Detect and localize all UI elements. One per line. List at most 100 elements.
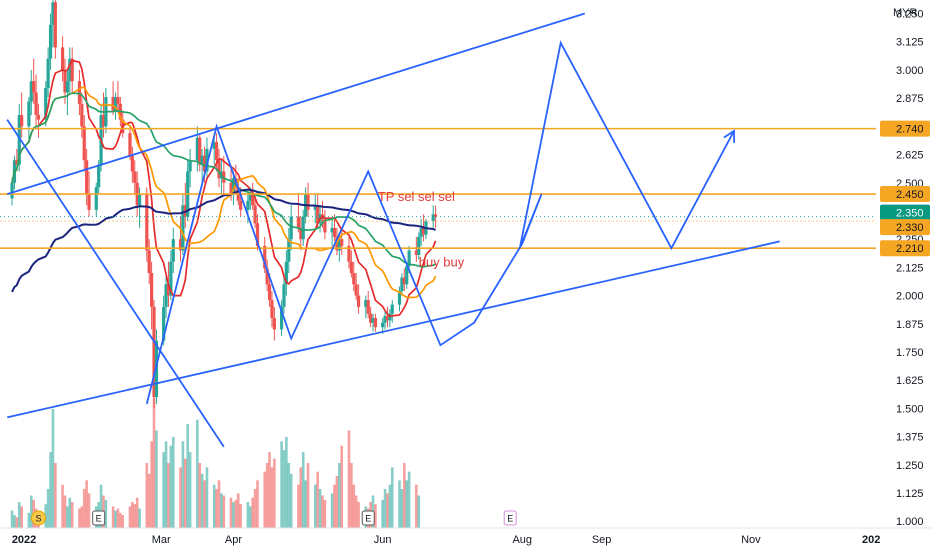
volume-bar xyxy=(138,508,141,528)
earnings-marker-label: E xyxy=(507,514,513,524)
candle xyxy=(205,137,209,179)
volume-bar xyxy=(282,450,286,528)
volume-bar xyxy=(323,499,327,528)
candle xyxy=(53,0,57,59)
level-price-tag: 2.330 xyxy=(880,219,930,236)
time-tick-label: Apr xyxy=(225,534,242,546)
candle-body xyxy=(198,137,202,165)
candle-body xyxy=(113,97,118,111)
volume-bar xyxy=(179,467,182,528)
volume-bar xyxy=(121,515,125,528)
volume-bar xyxy=(131,502,134,528)
moving-average-line xyxy=(11,86,437,299)
candle xyxy=(133,160,137,195)
candle xyxy=(419,218,423,246)
moving-average-line xyxy=(11,59,437,317)
candle-body xyxy=(214,142,219,161)
candle xyxy=(388,309,392,328)
earnings-marker-badge xyxy=(361,510,375,526)
candle-body xyxy=(421,227,426,235)
candle-body xyxy=(166,284,171,296)
volume-bar xyxy=(184,458,187,528)
upper-channel-trend-line xyxy=(6,12,586,195)
candle-body xyxy=(229,182,233,195)
candle xyxy=(147,239,151,285)
candle-body xyxy=(82,126,86,161)
volume-bar xyxy=(246,502,250,528)
candle-body xyxy=(17,115,21,165)
earnings-marker-badge xyxy=(92,510,106,526)
candle-body xyxy=(217,160,221,179)
candle-body xyxy=(347,245,351,262)
candle xyxy=(82,115,86,172)
volume-bar xyxy=(280,441,283,528)
candle xyxy=(272,306,276,341)
candle xyxy=(150,261,154,330)
candle xyxy=(284,250,288,296)
candle xyxy=(417,232,421,260)
candle xyxy=(77,69,82,116)
candle-body xyxy=(48,24,53,59)
candle-body xyxy=(419,227,423,237)
level-tag-background xyxy=(880,240,930,257)
volume-bar xyxy=(20,506,23,528)
time-tick-label: 202 xyxy=(862,534,880,546)
volume-bar xyxy=(335,476,339,528)
candle xyxy=(390,300,394,323)
candle xyxy=(279,300,284,337)
volume-bar xyxy=(251,497,254,528)
volume-bar xyxy=(383,489,387,528)
candle-body xyxy=(301,216,305,240)
time-tick-label: Aug xyxy=(512,534,532,546)
candle-body xyxy=(27,101,31,127)
moving-averages-layer xyxy=(11,59,437,317)
volume-bar xyxy=(297,484,300,528)
candle xyxy=(313,194,317,224)
candle-body xyxy=(195,137,199,161)
volume-bar xyxy=(198,463,202,528)
volume-bar xyxy=(316,471,319,528)
price-tick-label: 2.000 xyxy=(896,291,924,303)
candle xyxy=(373,313,378,332)
price-tick-label: 1.750 xyxy=(896,347,924,359)
candle-body xyxy=(289,216,293,240)
volume-bar xyxy=(263,471,267,528)
currency-label: MYR xyxy=(893,7,918,19)
volume-bar xyxy=(321,495,324,528)
volume-bar xyxy=(15,517,19,528)
candle-body xyxy=(371,318,375,323)
candle xyxy=(414,236,418,262)
time-tick-label: Mar xyxy=(152,534,171,546)
volume-bar xyxy=(222,495,226,528)
chart-annotation: TP sel sel sel xyxy=(378,189,455,204)
volume-layer xyxy=(10,398,421,528)
candle-body xyxy=(313,205,317,210)
candle-body xyxy=(388,313,392,321)
volume-bar xyxy=(61,484,64,528)
candle-body xyxy=(354,284,358,296)
candle-body xyxy=(36,115,41,120)
price-axis: MYR3.2503.1253.0002.8752.7502.6252.5002.… xyxy=(876,0,932,528)
candle xyxy=(101,92,106,138)
candle-body xyxy=(265,268,269,285)
volume-bar xyxy=(304,480,307,528)
volume-bar xyxy=(273,458,276,528)
candle-body xyxy=(51,2,55,25)
candle xyxy=(397,286,402,312)
volume-bar xyxy=(205,467,209,528)
volume-bar xyxy=(145,463,149,528)
candle xyxy=(299,216,303,251)
volume-bar xyxy=(181,441,185,528)
levels-layer xyxy=(0,127,876,250)
moving-average-line xyxy=(11,92,437,268)
level-price-tag: 2.210 xyxy=(880,240,930,257)
candle xyxy=(94,182,98,217)
volume-bar xyxy=(152,398,156,528)
volume-bar xyxy=(188,452,192,528)
level-tag-background xyxy=(880,120,930,137)
volume-bar xyxy=(220,493,223,528)
volume-bar xyxy=(374,504,377,528)
volume-bar xyxy=(17,502,21,528)
